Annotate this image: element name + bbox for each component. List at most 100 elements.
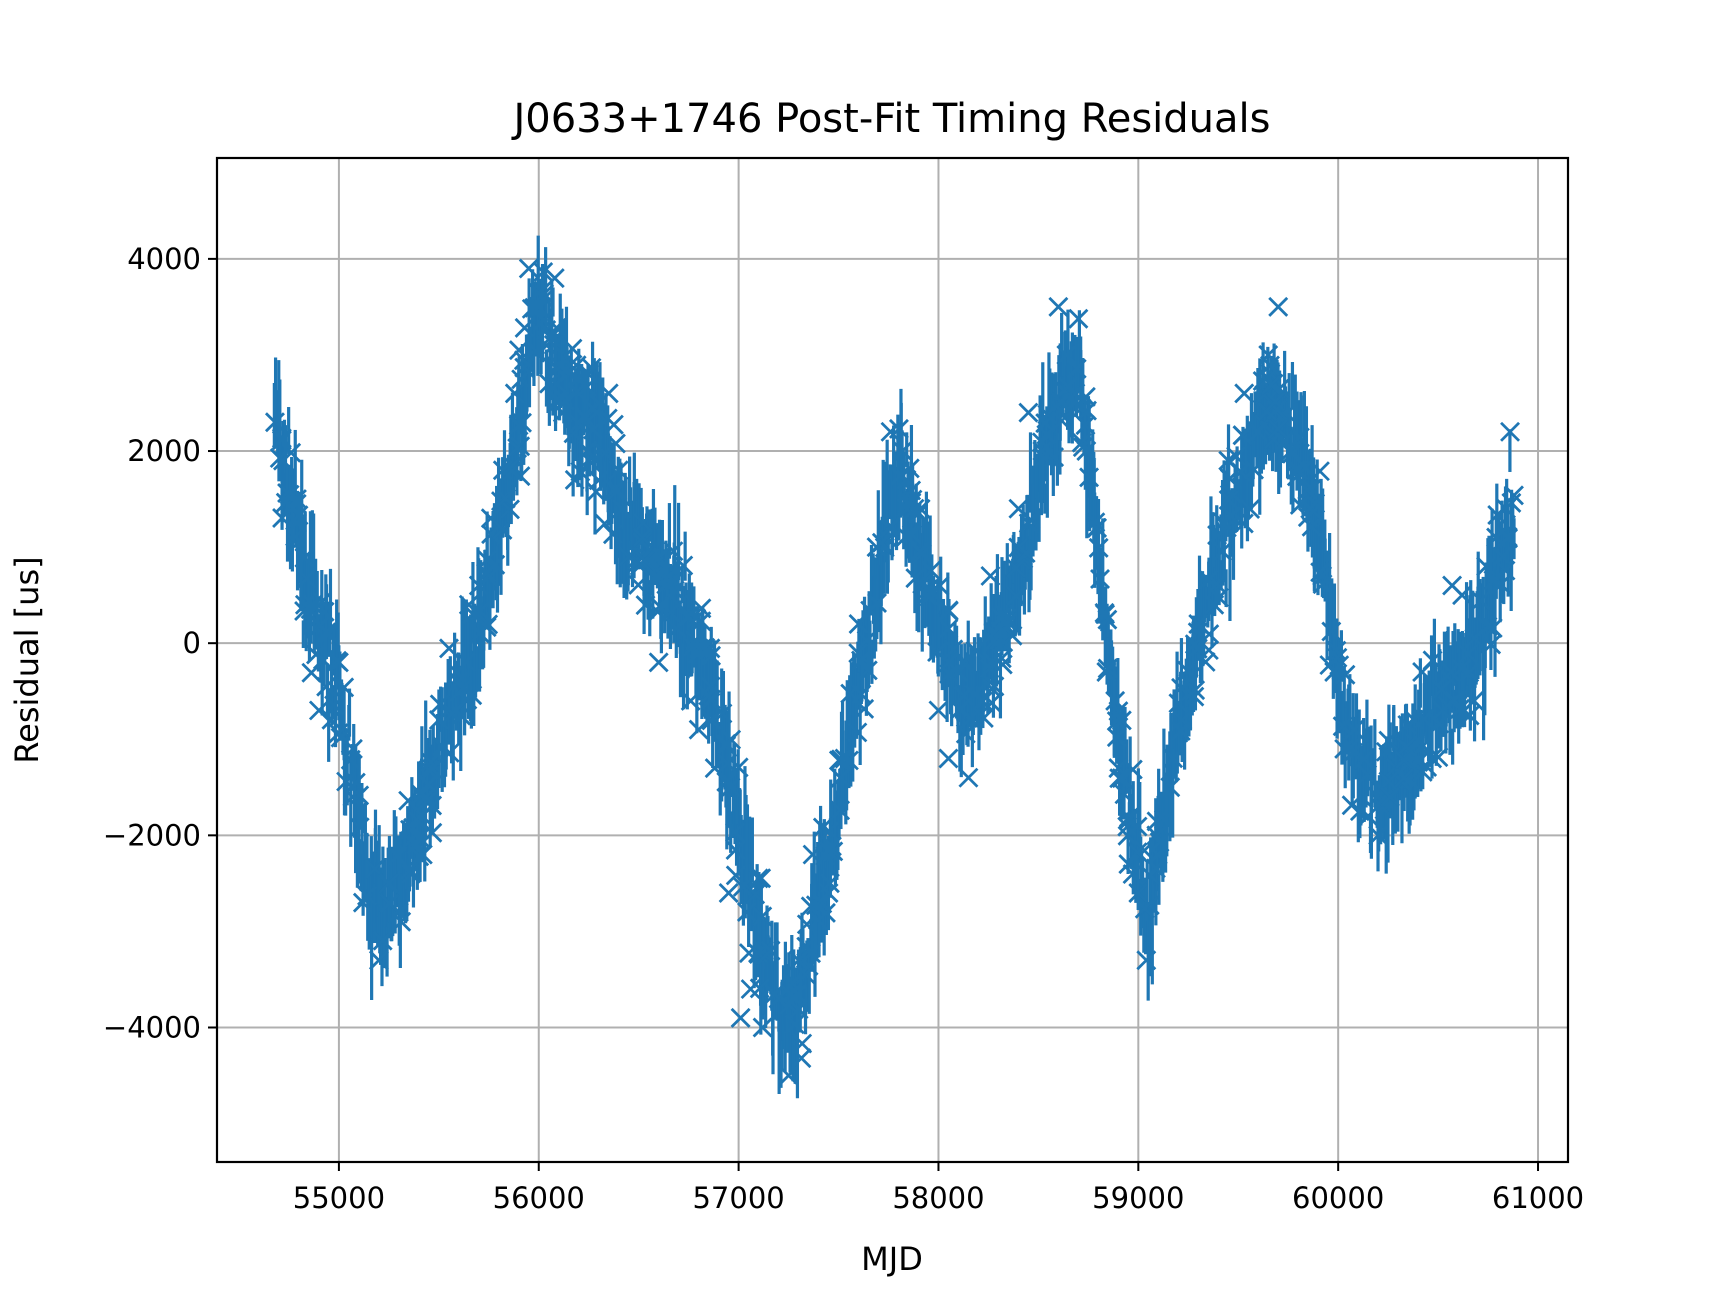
data-point-marker [597,408,618,429]
data-point-marker [349,817,370,838]
data-point-marker [420,751,441,772]
data-point-marker [302,594,323,615]
data-point-marker [1066,358,1087,379]
data-point-marker [578,364,599,385]
data-point-marker [1076,441,1097,462]
data-point-marker [1265,391,1286,412]
data-point-marker [1086,517,1107,538]
data-point-marker [704,758,725,779]
data-point-marker [543,334,564,355]
data-point-marker [1128,882,1149,903]
data-point-marker [728,757,749,778]
data-point-marker [481,524,502,545]
data-point-marker [1088,537,1109,558]
y-tick-label: −2000 [103,818,201,852]
data-point-marker [1404,710,1425,731]
data-point-marker [648,652,669,673]
data-point-marker [1332,716,1353,737]
data-point-marker [378,873,399,894]
data-point-marker [736,901,757,922]
data-point-marker [851,684,872,705]
data-point-marker [400,859,421,880]
tick-layer: 55000 56000 57000 58000 59000 60000 61000 −4000… [103,242,1584,1215]
data-point-marker [504,383,525,404]
data-point-marker [927,642,948,663]
data-point-marker [1105,690,1126,711]
data-point-marker [1432,700,1453,721]
data-point-marker [745,884,766,905]
data-point-marker [1487,504,1508,525]
data-point-marker [1118,854,1139,875]
data-point-marker [1378,730,1399,751]
data-point-marker [752,906,773,927]
data-point-marker [582,419,603,440]
data-point-marker [673,555,694,576]
data-point-marker [801,943,822,964]
data-point-marker [1312,574,1333,595]
data-point-marker [1204,594,1225,615]
data-point-marker [938,618,959,639]
data-point-marker [342,786,363,807]
data-point-marker [301,662,322,683]
data-point-marker [812,893,833,914]
data-point-marker [1470,590,1491,611]
data-point-marker [1289,427,1310,448]
data-point-marker [633,512,654,533]
data-point-marker [1288,460,1309,481]
data-point-marker [527,342,548,363]
data-point-marker [1171,677,1192,698]
data-point-marker [368,950,389,971]
data-point-marker [1108,758,1129,779]
x-tick-label: 59000 [1092,1181,1184,1215]
data-point-marker [422,758,443,779]
data-point-marker [721,729,742,750]
data-point-marker [866,537,887,558]
data-point-marker [688,719,709,740]
data-point-marker [973,708,994,729]
data-point-marker [1503,485,1524,506]
data-point-marker [830,749,851,770]
data-point-marker [455,652,476,673]
data-point-marker [768,988,789,1009]
data-point-marker [1341,795,1362,816]
data-point-marker [403,817,424,838]
data-point-marker [1212,541,1233,562]
data-point-marker [979,658,1000,679]
data-point-marker [1482,618,1503,639]
data-point-marker [848,613,869,634]
data-point-marker [563,423,584,444]
data-point-marker [495,488,516,509]
data-point-marker [880,516,901,537]
data-point-marker [1218,450,1239,471]
data-point-marker [1281,440,1302,461]
data-point-marker [328,652,349,673]
data-point-marker [778,1065,799,1086]
data-point-marker [1097,658,1118,679]
data-point-marker [607,480,628,501]
data-point-marker [666,618,687,639]
data-point-marker [1153,809,1174,830]
data-point-marker [1013,548,1034,569]
data-point-marker [749,978,770,999]
data-point-marker [1177,660,1198,681]
data-point-marker [552,402,573,423]
data-point-marker [1233,513,1254,534]
data-point-marker [604,479,625,500]
data-layer [264,235,1524,1099]
data-point-marker [1044,447,1065,468]
data-point-marker [547,359,568,380]
data-point-marker [784,1014,805,1035]
data-point-marker [1335,664,1356,685]
data-point-marker [608,460,629,481]
data-point-marker [1160,777,1181,798]
data-point-marker [1274,431,1295,452]
data-point-marker [372,930,393,951]
data-point-marker [748,868,769,889]
x-tick-label: 58000 [892,1181,984,1215]
data-point-marker [507,438,528,459]
grid-layer [217,158,1568,1162]
data-point-marker [1261,374,1282,395]
data-point-marker [1146,825,1167,846]
data-point-marker [1114,784,1135,805]
data-point-marker [458,594,479,615]
